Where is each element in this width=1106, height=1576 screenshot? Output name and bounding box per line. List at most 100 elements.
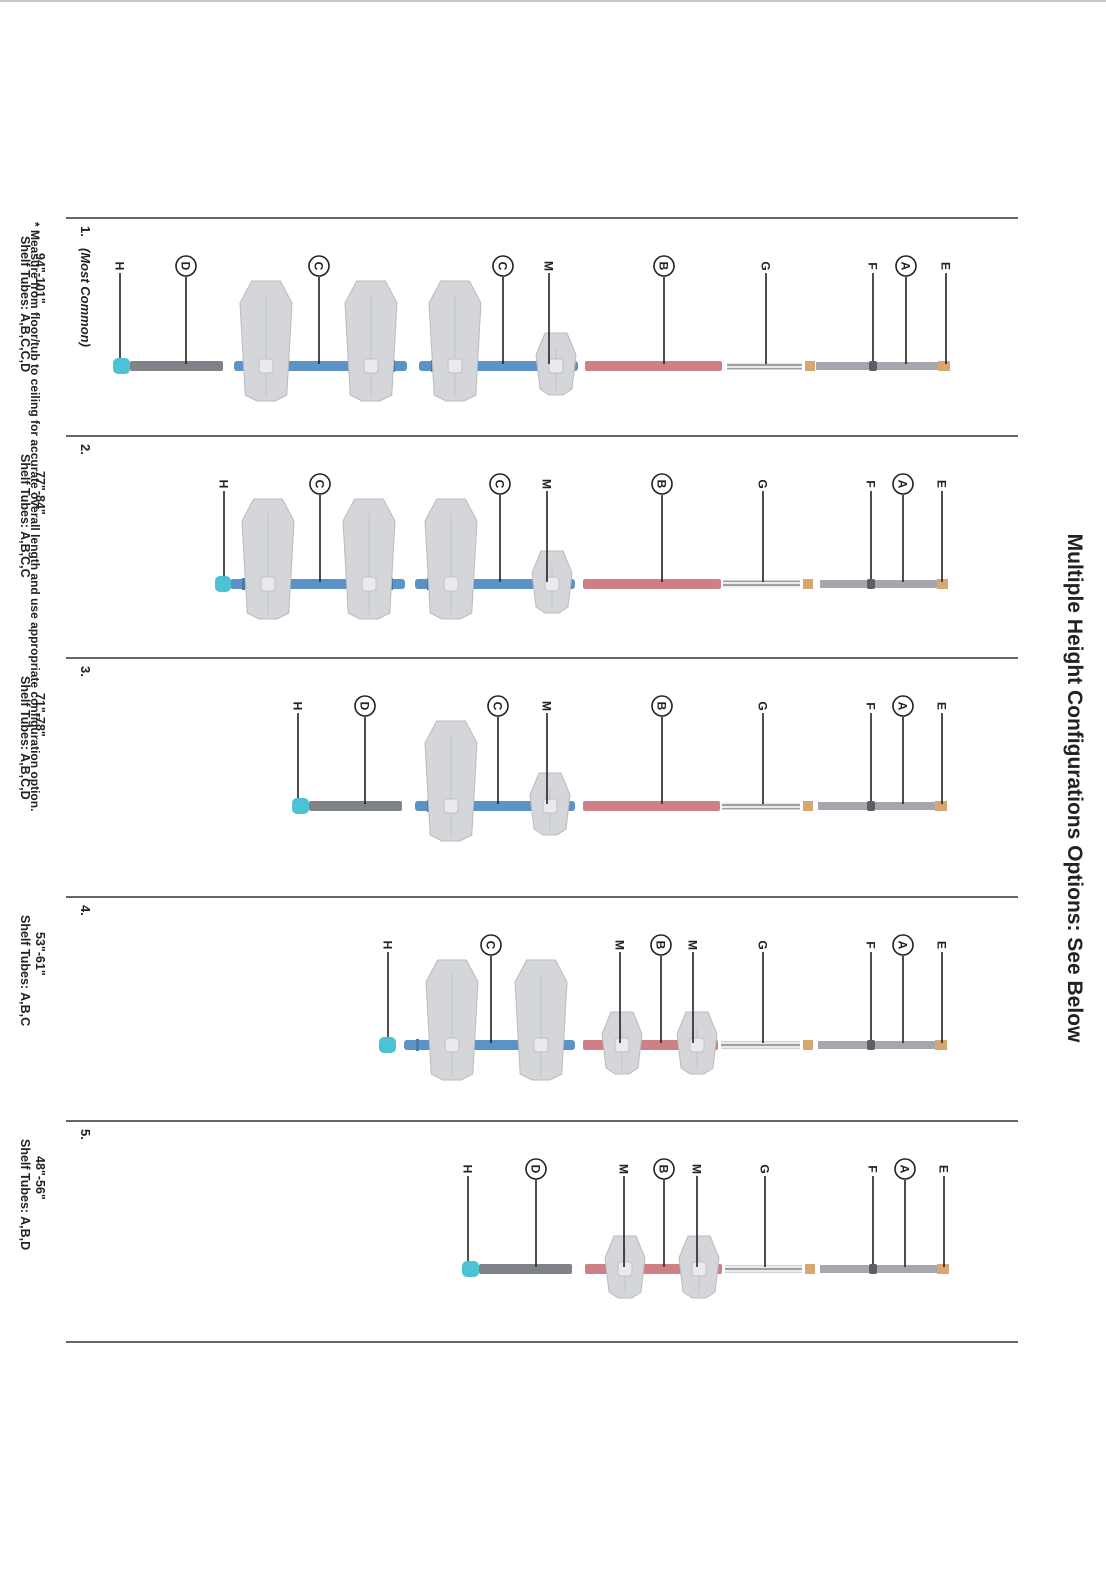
tube-d-6 [309, 801, 402, 811]
part-label-e: E [935, 702, 949, 710]
config-header-4: Shelf Tubes: A,B,C 53"-61" [18, 915, 47, 1026]
part-label-b: B [657, 262, 671, 271]
shelf-bracket-0-collar [544, 576, 560, 592]
shelf-bracket-1-collar [443, 798, 459, 814]
part-circle-c-6 [492, 255, 514, 277]
spring-tube-g-3 [721, 1041, 800, 1049]
part-circle-a-1 [895, 255, 917, 277]
shelf-bracket-0-collar [689, 1037, 705, 1053]
end-cap-2 [803, 579, 813, 589]
part-label-e: E [935, 941, 949, 949]
height-range: 71"-78" [33, 693, 47, 737]
end-cap-0 [937, 579, 948, 589]
part-label-b: B [654, 941, 668, 950]
part-circle-b-5 [650, 934, 672, 956]
part-label-g: G [758, 1164, 772, 1173]
tube-b-4 [585, 361, 722, 371]
shelf-bracket-0-collar [542, 798, 558, 814]
part-label-a: A [896, 941, 910, 950]
end-cap-2 [803, 1040, 813, 1050]
part-circle-c-7 [480, 934, 502, 956]
foot-h-6 [462, 1261, 479, 1277]
part-label-m: M [617, 1164, 631, 1174]
part-label-m: M [540, 479, 554, 489]
config-header-1: Shelf Tubes: A,B,C,C,D 94"-101" [18, 236, 47, 372]
shelf-tubes-label: Shelf Tubes: A,B,C,C [18, 454, 32, 578]
section-rules [66, 217, 1018, 1343]
part-label-h: H [461, 1165, 475, 1174]
joint-f-2 [867, 1040, 875, 1050]
part-label-a: A [896, 702, 910, 711]
part-label-c: C [493, 480, 507, 489]
config-number: 3. [78, 666, 93, 677]
part-circle-a-1 [892, 934, 914, 956]
shelf-bracket-1-collar [443, 576, 459, 592]
foot-h-8 [113, 358, 130, 374]
part-label-a: A [898, 1165, 912, 1174]
configuration-4: Shelf Tubes: A,B,C 53"-61" 4. E A F G M B M C H [18, 905, 949, 1081]
joint-f-2 [867, 579, 875, 589]
part-circle-d-7 [525, 1158, 547, 1180]
end-cap-0 [937, 1264, 949, 1274]
height-range: 77"-84" [33, 471, 47, 515]
tube-b-4 [583, 801, 720, 811]
part-circle-b-4 [653, 255, 675, 277]
part-circle-b-4 [651, 695, 673, 717]
configuration-2: Shelf Tubes: A,B,C,C 77"-84" 2. E A F G B M C C H [18, 444, 949, 620]
part-circle-c-7 [308, 255, 330, 277]
page-title: Multiple Height Configurations Options: … [1063, 534, 1086, 1043]
part-label-g: G [756, 701, 770, 710]
assembly-1 [113, 280, 950, 402]
part-label-d: D [179, 262, 193, 271]
shelf-tubes-label: Shelf Tubes: A,B,C,D [18, 676, 32, 800]
part-label-g: G [756, 479, 770, 488]
tube-a-1 [818, 802, 935, 810]
joint-f-2 [869, 1264, 877, 1274]
shelf-bracket-0-collar [691, 1261, 707, 1277]
shelf-bracket-2-collar [363, 358, 379, 374]
shelf-bracket-3-collar [260, 576, 276, 592]
part-label-a: A [899, 262, 913, 271]
part-label-f: F [864, 702, 878, 709]
part-label-d: D [358, 702, 372, 711]
shelf-bracket-3-collar [258, 358, 274, 374]
configuration-3: Shelf Tubes: A,B,C,D 71"-78" 3. E A F G B M C D H [18, 666, 949, 842]
end-cap-0 [938, 361, 950, 371]
part-label-m: M [540, 701, 554, 711]
height-range: 94"-101" [33, 253, 47, 304]
config-number: 2. [78, 444, 93, 455]
assembly-2 [215, 498, 948, 620]
shelf-bracket-3-collar [444, 1037, 460, 1053]
config-header-2: Shelf Tubes: A,B,C,C 77"-84" [18, 454, 47, 578]
configuration-5: Shelf Tubes: A,B,D 48"-56" 5. E A F G M B M D H [18, 1129, 951, 1299]
spring-tube-g-3 [727, 362, 802, 370]
end-cap-2 [803, 801, 813, 811]
part-label-f: F [866, 1165, 880, 1172]
shelf-bracket-1-collar [617, 1261, 633, 1277]
assembly-5 [462, 1235, 949, 1299]
part-label-a: A [896, 480, 910, 489]
part-label-d: D [529, 1165, 543, 1174]
part-label-g: G [756, 940, 770, 949]
configuration-1: Shelf Tubes: A,B,C,C,D 94"-101" 1. (Most Co… [18, 226, 953, 402]
assembly-4 [379, 959, 947, 1081]
part-label-b: B [655, 480, 669, 489]
part-label-g: G [759, 261, 773, 270]
shelf-bracket-2-collar [533, 1037, 549, 1053]
part-label-c: C [491, 702, 505, 711]
end-cap-2 [805, 1264, 815, 1274]
part-circle-b-5 [653, 1158, 675, 1180]
end-cap-2 [805, 361, 815, 371]
part-label-h: H [381, 941, 395, 950]
part-label-e: E [935, 480, 949, 488]
part-circle-c-6 [487, 695, 509, 717]
part-label-f: F [864, 480, 878, 487]
shelf-bracket-2-collar [361, 576, 377, 592]
tube-a-1 [818, 1041, 935, 1049]
config-header-5: Shelf Tubes: A,B,D 48"-56" [18, 1139, 47, 1250]
spring-tube-g-3 [723, 580, 800, 588]
